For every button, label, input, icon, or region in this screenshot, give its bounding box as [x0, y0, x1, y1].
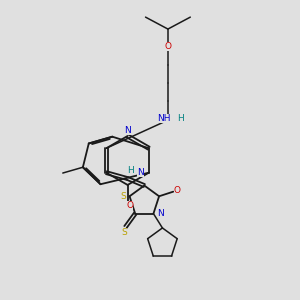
- Text: O: O: [174, 186, 181, 195]
- Text: NH: NH: [157, 114, 170, 123]
- Text: N: N: [157, 209, 164, 218]
- Text: N: N: [137, 168, 144, 177]
- Text: N: N: [124, 126, 131, 135]
- Text: H: H: [177, 114, 184, 123]
- Text: H: H: [127, 166, 134, 175]
- Text: S: S: [120, 192, 126, 201]
- Text: S: S: [121, 228, 127, 237]
- Text: O: O: [127, 201, 134, 210]
- Text: O: O: [164, 43, 171, 52]
